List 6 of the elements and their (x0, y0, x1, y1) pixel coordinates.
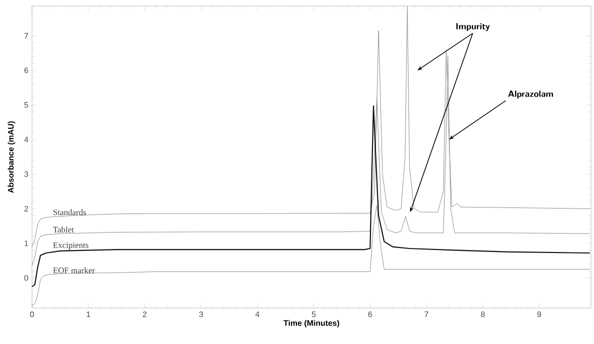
series-label: Tablet (53, 226, 74, 232)
annotation: Alprazolam (508, 90, 554, 99)
annotation: Impurity (456, 23, 490, 32)
series-label: EOF marker (53, 267, 95, 274)
series-label: Excipients (53, 242, 88, 250)
series-label: Standards (53, 209, 86, 216)
